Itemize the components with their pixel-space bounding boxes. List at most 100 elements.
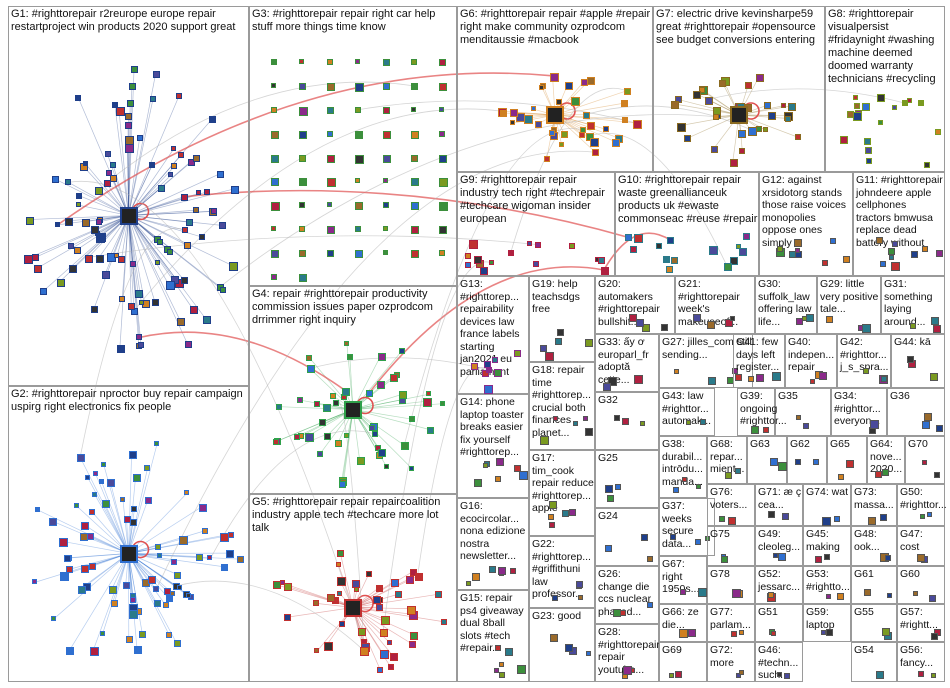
network-node-icon[interactable] — [271, 250, 279, 259]
network-node-icon[interactable] — [91, 226, 100, 235]
network-node-icon[interactable] — [116, 107, 126, 117]
network-node-icon[interactable] — [24, 255, 34, 265]
network-node-icon[interactable] — [724, 319, 733, 328]
network-node-icon[interactable] — [843, 255, 851, 263]
network-node-icon[interactable] — [877, 93, 886, 102]
network-node-icon[interactable] — [568, 508, 576, 516]
network-node-icon[interactable] — [823, 554, 830, 561]
network-node-icon[interactable] — [578, 595, 584, 601]
network-node-icon[interactable] — [49, 518, 58, 527]
network-node-icon[interactable] — [909, 322, 916, 329]
network-node-icon[interactable] — [337, 591, 343, 597]
network-node-icon[interactable] — [210, 208, 217, 215]
network-node-icon[interactable] — [535, 241, 542, 248]
network-node-icon[interactable] — [355, 250, 363, 259]
network-node-icon[interactable] — [867, 517, 876, 525]
network-node-icon[interactable] — [934, 129, 941, 136]
network-node-icon[interactable] — [821, 260, 828, 267]
network-node-icon[interactable] — [180, 193, 188, 201]
network-node-icon[interactable] — [439, 106, 444, 112]
network-node-icon[interactable] — [327, 82, 335, 91]
network-node-icon[interactable] — [366, 390, 373, 398]
network-node-icon[interactable] — [802, 315, 808, 321]
network-node-icon[interactable] — [343, 341, 349, 347]
network-node-icon[interactable] — [763, 427, 770, 433]
network-node-icon[interactable] — [408, 416, 415, 423]
network-node-icon[interactable] — [729, 315, 735, 321]
network-node-icon[interactable] — [139, 631, 147, 639]
network-node-icon[interactable] — [352, 579, 361, 588]
network-node-icon[interactable] — [498, 566, 507, 575]
network-node-icon[interactable] — [92, 492, 98, 498]
network-node-icon[interactable] — [132, 473, 141, 482]
network-node-icon[interactable] — [580, 126, 587, 133]
network-node-icon[interactable] — [704, 96, 713, 105]
network-node-icon[interactable] — [75, 94, 82, 101]
network-node-icon[interactable] — [929, 595, 937, 602]
network-node-icon[interactable] — [510, 568, 517, 575]
network-node-icon[interactable] — [82, 161, 88, 167]
network-node-icon[interactable] — [399, 391, 408, 400]
network-node-icon[interactable] — [814, 555, 822, 563]
network-node-icon[interactable] — [280, 580, 286, 586]
network-node-icon[interactable] — [679, 629, 689, 639]
network-node-icon[interactable] — [780, 102, 786, 108]
network-node-icon[interactable] — [933, 325, 942, 333]
network-node-icon[interactable] — [440, 618, 447, 625]
network-node-icon[interactable] — [495, 458, 504, 467]
network-node-icon[interactable] — [107, 478, 116, 487]
network-node-icon[interactable] — [861, 324, 871, 334]
network-node-icon[interactable] — [136, 334, 143, 341]
network-node-icon[interactable] — [917, 553, 926, 562]
network-node-icon[interactable] — [136, 134, 143, 141]
network-node-icon[interactable] — [862, 103, 871, 112]
network-node-icon[interactable] — [376, 604, 384, 612]
network-node-icon[interactable] — [88, 508, 95, 515]
network-node-icon[interactable] — [182, 227, 189, 234]
network-node-icon[interactable] — [411, 154, 418, 162]
network-node-icon[interactable] — [531, 106, 537, 112]
network-node-icon[interactable] — [669, 673, 675, 678]
network-node-icon[interactable] — [335, 561, 341, 567]
network-node-icon[interactable] — [795, 459, 802, 466]
network-node-icon[interactable] — [147, 576, 156, 585]
network-node-icon[interactable] — [731, 588, 741, 598]
network-node-icon[interactable] — [768, 112, 777, 121]
network-node-icon[interactable] — [305, 432, 315, 442]
network-node-icon[interactable] — [471, 362, 479, 370]
network-node-icon[interactable] — [930, 632, 938, 640]
network-node-icon[interactable] — [64, 554, 72, 562]
network-node-icon[interactable] — [355, 82, 364, 92]
network-node-icon[interactable] — [891, 261, 901, 271]
network-node-icon[interactable] — [875, 237, 883, 245]
network-node-icon[interactable] — [927, 512, 933, 518]
network-node-icon[interactable] — [483, 463, 489, 469]
network-node-icon[interactable] — [646, 556, 653, 563]
network-node-icon[interactable] — [299, 250, 306, 258]
network-node-icon[interactable] — [573, 421, 579, 427]
network-node-icon[interactable] — [785, 115, 792, 122]
network-node-icon[interactable] — [342, 387, 351, 396]
network-node-icon[interactable] — [175, 93, 182, 100]
network-node-icon[interactable] — [185, 219, 193, 227]
network-node-icon[interactable] — [207, 555, 213, 561]
network-node-icon[interactable] — [154, 440, 160, 446]
network-node-icon[interactable] — [170, 558, 177, 565]
network-node-icon[interactable] — [782, 512, 790, 520]
network-node-icon[interactable] — [411, 82, 418, 90]
network-node-icon[interactable] — [180, 276, 188, 284]
network-node-icon[interactable] — [401, 442, 410, 451]
network-node-icon[interactable] — [324, 432, 332, 440]
network-node-icon[interactable] — [167, 248, 174, 255]
network-node-icon[interactable] — [426, 391, 432, 397]
network-node-icon[interactable] — [299, 106, 308, 116]
network-node-icon[interactable] — [271, 226, 276, 232]
network-node-icon[interactable] — [466, 581, 472, 586]
network-node-icon[interactable] — [75, 192, 82, 199]
network-node-icon[interactable] — [936, 424, 943, 432]
network-node-icon[interactable] — [675, 670, 683, 678]
network-node-icon[interactable] — [377, 352, 386, 361]
network-node-icon[interactable] — [494, 668, 500, 674]
network-node-icon[interactable] — [128, 609, 138, 619]
network-node-icon[interactable] — [102, 271, 111, 280]
